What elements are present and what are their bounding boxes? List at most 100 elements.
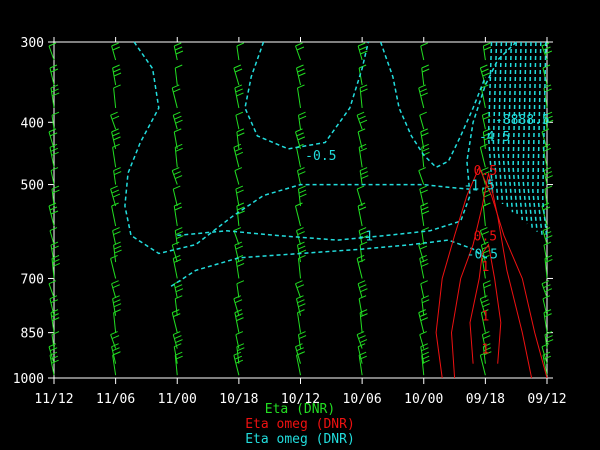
wind-barb: [479, 143, 488, 168]
omega-contour-cyan: [492, 41, 499, 200]
contour-label: 0.5: [474, 164, 497, 179]
wind-barb: [357, 42, 368, 61]
x-tick-label: 11/06: [96, 392, 135, 407]
wind-barb: [49, 227, 58, 245]
wind-barb: [233, 143, 244, 168]
wind-barb: [542, 351, 551, 376]
contour-label: 1: [481, 343, 489, 358]
wind-barb: [420, 280, 428, 298]
wind-barb: [359, 241, 368, 263]
omega-contour-cyan: [507, 41, 514, 213]
wind-barb: [418, 309, 428, 333]
wind-barb: [234, 167, 243, 185]
plot-frame: [53, 41, 548, 379]
contour-label: -0.5: [305, 149, 336, 164]
wind-barb: [233, 351, 244, 376]
wind-barb: [479, 64, 490, 86]
omega-contour-cyan: [541, 41, 548, 240]
wind-barb: [113, 167, 122, 185]
wind-barb: [234, 84, 244, 109]
wind-barb: [48, 280, 57, 298]
wind-barb: [233, 64, 243, 86]
contour-label: 1: [481, 310, 489, 325]
wind-barb: [482, 280, 492, 298]
wind-barb: [418, 167, 426, 185]
wind-barb: [51, 331, 60, 349]
wind-barb: [356, 111, 368, 130]
x-tick-label: 09/12: [527, 392, 566, 407]
wind-barb: [172, 331, 183, 349]
y-tick-label: 700: [21, 272, 44, 287]
wind-barb: [110, 255, 118, 279]
wind-barb: [111, 42, 120, 61]
wind-barb: [480, 84, 489, 109]
wind-barb: [544, 111, 554, 130]
wind-barb: [48, 202, 59, 227]
wind-barb: [296, 64, 306, 86]
x-tick-label: 10/18: [219, 392, 258, 407]
wind-barb: [173, 42, 184, 61]
y-tick-label: 300: [21, 36, 44, 51]
wind-barb: [482, 42, 492, 61]
wind-barb: [295, 343, 306, 364]
omega-contour-cyan: [527, 41, 533, 228]
wind-barb: [171, 167, 183, 185]
wind-barb: [418, 84, 428, 109]
omega-contour-cyan: [532, 41, 538, 232]
wind-barb: [295, 280, 305, 298]
wind-barb: [480, 241, 491, 263]
wind-barb: [544, 331, 554, 349]
wind-barb: [479, 295, 490, 316]
wind-barb: [356, 255, 366, 279]
wind-barb: [421, 227, 429, 245]
omega-contour-cyan: [124, 41, 480, 255]
x-tick-label: 10/12: [281, 392, 320, 407]
omega-contour-cyan: [379, 41, 487, 169]
wind-barb: [298, 185, 307, 207]
y-tick-label: 1000: [13, 372, 44, 387]
wind-barb: [48, 343, 58, 364]
wind-barb: [421, 295, 430, 316]
wind-barb: [542, 64, 551, 86]
wind-barb: [297, 84, 305, 109]
wind-barb: [358, 351, 367, 376]
wind-barb: [482, 343, 492, 364]
wind-barb: [357, 280, 368, 298]
omega-contour-red: [435, 166, 548, 379]
wind-barb: [235, 185, 244, 207]
wind-barb: [49, 351, 59, 376]
wind-barb: [113, 309, 121, 333]
wind-barb: [420, 128, 429, 149]
wind-barb: [543, 309, 552, 333]
wind-barb: [359, 167, 369, 185]
wind-barb: [358, 64, 367, 86]
wind-barb: [296, 351, 304, 376]
wind-barb: [172, 255, 182, 279]
wind-barb: [420, 42, 428, 61]
wind-barb: [50, 309, 60, 333]
contour-label: -4.5: [479, 130, 510, 145]
wind-barb: [173, 202, 183, 227]
omega-contour-cyan: [517, 41, 524, 221]
contour-label: 0.5: [474, 229, 497, 244]
wind-barb: [112, 351, 120, 376]
wind-barb: [358, 143, 367, 168]
wind-barb: [51, 111, 60, 130]
wind-barb: [113, 241, 122, 263]
wind-barb: [298, 331, 307, 349]
wind-barb: [421, 351, 430, 376]
wind-barb: [482, 202, 491, 227]
wind-barb: [173, 280, 184, 298]
wind-barb: [111, 202, 119, 227]
wind-barb: [297, 167, 306, 185]
wind-barb: [544, 255, 553, 279]
wind-barb: [420, 202, 430, 227]
wind-barb: [49, 143, 59, 168]
omega-contour-cyan: [244, 41, 370, 150]
legend-entry-wind: Eta (DNR): [264, 402, 336, 417]
wind-barb: [174, 295, 183, 316]
y-tick-label: 850: [21, 327, 44, 342]
wind-barb: [357, 202, 367, 227]
wind-barb: [51, 255, 60, 279]
